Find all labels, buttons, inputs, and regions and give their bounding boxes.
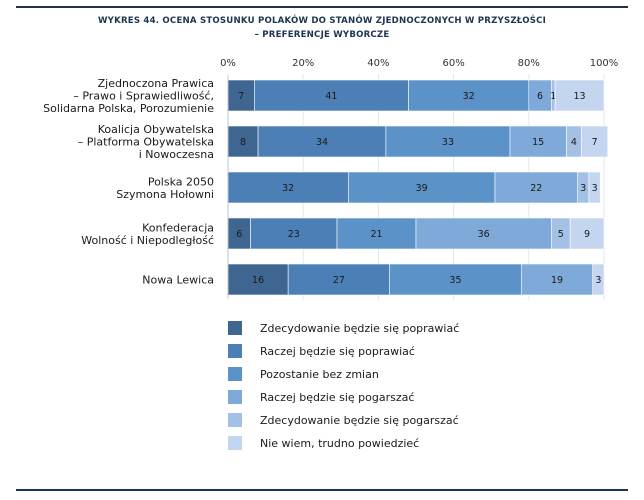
category-label: Koalicja Obywatelska — [98, 123, 214, 136]
data-label: 1 — [550, 91, 556, 102]
legend-label: Nie wiem, trudno powiedzieć — [260, 437, 419, 450]
bar-segment — [494, 171, 578, 204]
data-label: 15 — [532, 137, 544, 148]
legend-label: Pozostanie bez zmian — [260, 368, 379, 381]
data-label: 35 — [449, 275, 461, 286]
x-tick-label: 20% — [292, 58, 314, 69]
data-label: 27 — [333, 275, 345, 286]
data-label: 22 — [530, 183, 542, 194]
top-rule — [16, 6, 628, 8]
data-label: 32 — [463, 91, 475, 102]
legend-swatch — [228, 367, 242, 381]
data-label: 9 — [584, 229, 590, 240]
data-label: 16 — [252, 275, 264, 286]
bar-segment — [389, 263, 522, 296]
category-label: i Nowoczesna — [139, 148, 214, 161]
bottom-rule — [16, 489, 628, 491]
data-label: 19 — [551, 275, 563, 286]
bar-segment — [348, 171, 496, 204]
data-label: 34 — [316, 137, 328, 148]
chart-title: WYKRES 44. OCENA STOSUNKU POLAKÓW DO STA… — [0, 14, 644, 42]
chart-title-line-2: – PREFERENCJE WYBORCZE — [254, 30, 390, 40]
bar-segment — [569, 217, 605, 250]
chart-title-line-1: WYKRES 44. OCENA STOSUNKU POLAKÓW DO STA… — [97, 16, 547, 26]
category-label: Konfederacja — [142, 221, 214, 234]
x-tick-label: 80% — [518, 58, 540, 69]
bar-segment — [227, 171, 349, 204]
legend-swatch — [228, 344, 242, 358]
bar-segment — [257, 125, 387, 158]
bar-segment — [581, 125, 609, 158]
data-label: 23 — [288, 229, 300, 240]
category-label: Solidarna Polska, Porozumienie — [43, 102, 214, 115]
category-label: Zjednoczona Prawica — [98, 77, 214, 90]
category-label: Szymona Hołowni — [116, 188, 214, 201]
bar-segment — [588, 171, 601, 204]
bar-segment — [385, 125, 511, 158]
data-label: 5 — [558, 229, 564, 240]
data-label: 32 — [282, 183, 294, 194]
bar-segment — [227, 125, 259, 158]
data-label: 21 — [370, 229, 382, 240]
legend-label: Zdecydowanie będzie się poprawiać — [260, 322, 459, 335]
data-label: 13 — [574, 91, 586, 102]
data-label: 6 — [236, 229, 242, 240]
data-label: 41 — [325, 91, 337, 102]
legend-label: Zdecydowanie będzie się pogarszać — [260, 414, 459, 427]
x-tick-label: 40% — [367, 58, 389, 69]
bar-segment — [520, 263, 594, 296]
bar-segment — [592, 263, 605, 296]
category-label: – Prawo i Sprawiedliwość, — [73, 90, 214, 103]
bar-segment — [408, 79, 530, 112]
bar-segment — [336, 217, 417, 250]
category-label: Nowa Lewica — [142, 274, 214, 287]
data-label: 39 — [416, 183, 428, 194]
legend-swatch — [228, 436, 242, 450]
x-tick-label: 0% — [220, 58, 236, 69]
data-label: 3 — [580, 183, 586, 194]
bar-segment — [554, 79, 605, 112]
legend-label: Raczej będzie się poprawiać — [260, 345, 415, 358]
bar-segment — [287, 263, 390, 296]
bar-segment — [254, 79, 409, 112]
data-label: 4 — [571, 137, 577, 148]
x-tick-label: 60% — [442, 58, 464, 69]
bar-segment — [415, 217, 552, 250]
legend-swatch — [228, 321, 242, 335]
data-label: 3 — [592, 183, 598, 194]
data-label: 3 — [595, 275, 601, 286]
category-label: Wolność i Niepodległość — [81, 234, 214, 247]
bar-segment — [227, 263, 289, 296]
category-label: Polska 2050 — [148, 175, 214, 188]
data-label: 36 — [478, 229, 490, 240]
legend-label: Raczej będzie się pogarszać — [260, 391, 414, 404]
data-label: 33 — [442, 137, 454, 148]
data-label: 7 — [238, 91, 244, 102]
x-tick-label: 100% — [590, 58, 619, 69]
category-label: – Platforma Obywatelska — [78, 136, 214, 149]
data-label: 6 — [537, 91, 543, 102]
data-label: 8 — [240, 137, 246, 148]
data-label: 7 — [592, 137, 598, 148]
legend-swatch — [228, 390, 242, 404]
legend-swatch — [228, 413, 242, 427]
